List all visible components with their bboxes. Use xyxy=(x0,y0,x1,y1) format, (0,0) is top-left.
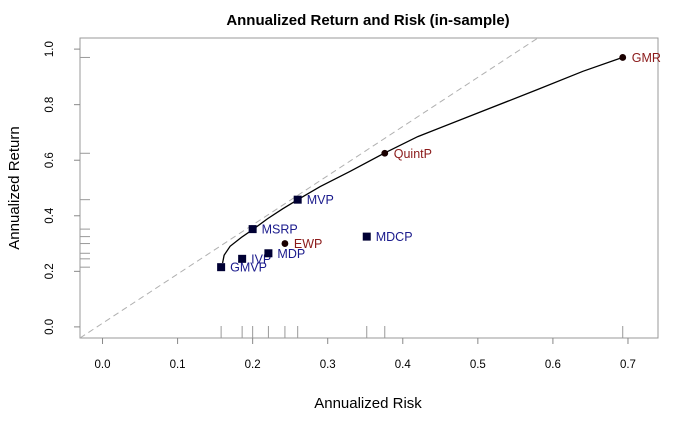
x-tick-label: 0.0 xyxy=(95,359,111,371)
x-tick-label: 0.5 xyxy=(470,359,486,371)
y-tick-label: 0.4 xyxy=(44,207,56,224)
x-tick-label: 0.6 xyxy=(545,359,561,371)
label-mvp: MVP xyxy=(307,193,334,207)
x-tick-label: 0.1 xyxy=(170,359,186,371)
label-gmr: GMR xyxy=(632,51,661,65)
point-gmr xyxy=(619,54,627,61)
x-axis-label: Annualized Risk xyxy=(314,395,422,412)
point-mdcp xyxy=(362,232,371,241)
x-tick-label: 0.4 xyxy=(395,359,412,371)
y-tick-label: 0.0 xyxy=(44,319,56,335)
label-msrp: MSRP xyxy=(262,223,298,237)
x-axis: 0.0 0.1 0.2 0.3 0.4 0.5 0.6 0.7 xyxy=(95,338,636,371)
y-axis: 0.0 0.2 0.4 0.6 0.8 1.0 xyxy=(44,41,80,335)
point-msrp xyxy=(248,225,257,234)
point-ewp xyxy=(281,240,289,247)
x-tick-label: 0.2 xyxy=(245,359,261,371)
point-mvp xyxy=(293,195,302,204)
efficient-frontier-line xyxy=(221,56,623,264)
plot-frame xyxy=(79,37,659,339)
point-mdp xyxy=(264,249,273,258)
point-gmvp xyxy=(217,263,226,272)
y-tick-label: 1.0 xyxy=(44,41,56,57)
x-tick-label: 0.3 xyxy=(320,359,336,371)
label-gmvp: GMVP xyxy=(230,261,267,275)
label-ewp: EWP xyxy=(294,237,322,251)
label-quintp: QuintP xyxy=(394,147,432,161)
chart-title: Annualized Return and Risk (in-sample) xyxy=(226,12,509,29)
label-mdcp: MDCP xyxy=(376,230,413,244)
point-quintp xyxy=(381,149,389,157)
y-axis-label: Annualized Return xyxy=(6,126,23,249)
label-mdp: MDP xyxy=(277,247,305,261)
point-ivp xyxy=(238,254,247,263)
y-tick-label: 0.2 xyxy=(44,263,56,279)
x-tick-label: 0.7 xyxy=(620,359,636,371)
y-tick-label: 0.6 xyxy=(44,152,56,168)
y-tick-label: 0.8 xyxy=(44,97,56,113)
reference-diagonal-line xyxy=(79,37,539,339)
rug-layer xyxy=(80,56,624,338)
